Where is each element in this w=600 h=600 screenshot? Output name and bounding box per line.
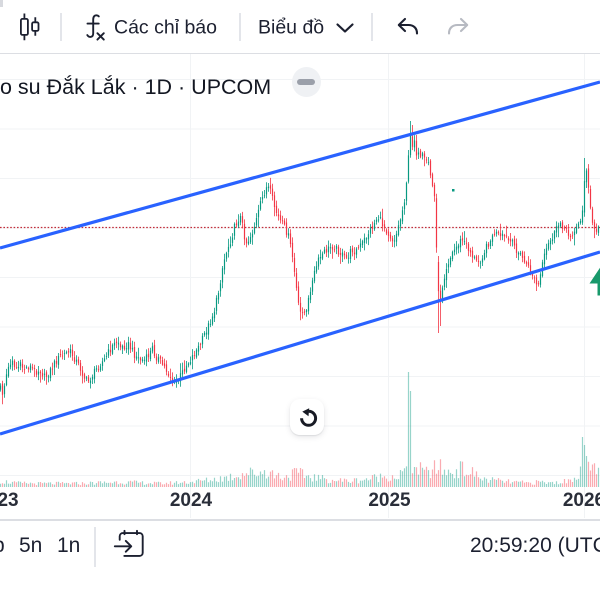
svg-text:2026: 2026 bbox=[563, 490, 600, 511]
svg-text:2025: 2025 bbox=[368, 490, 411, 511]
svg-text:2024: 2024 bbox=[170, 490, 213, 511]
svg-text:2023: 2023 bbox=[0, 490, 19, 511]
